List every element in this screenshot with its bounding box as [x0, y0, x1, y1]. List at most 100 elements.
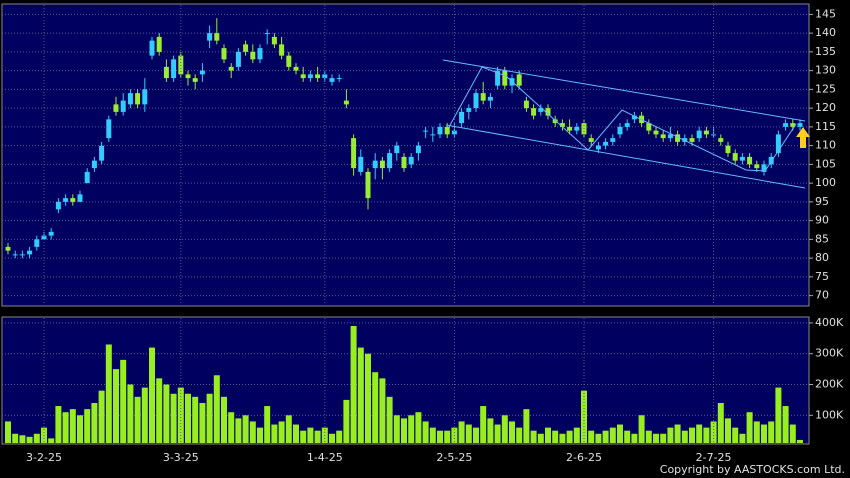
- x-tick-label: 1-4-25: [307, 451, 343, 464]
- y-tick-label: 130: [815, 64, 836, 77]
- candle-body: [63, 198, 69, 202]
- volume-bar: [645, 430, 652, 443]
- candle-body: [271, 36, 277, 45]
- volume-bar: [444, 430, 451, 443]
- candle-body: [192, 78, 198, 82]
- volume-bar: [98, 390, 105, 443]
- candle-body: [603, 141, 609, 146]
- volume-bar: [746, 412, 753, 443]
- volume-bar: [12, 433, 19, 443]
- candle-body: [171, 59, 177, 79]
- y-tick-label: 300K: [815, 347, 844, 360]
- volume-bar: [487, 418, 494, 443]
- y-tick-label: 200K: [815, 378, 844, 391]
- volume-bar: [573, 427, 580, 443]
- candle-body: [430, 134, 436, 136]
- volume-bar: [437, 430, 443, 443]
- candle-body: [423, 130, 429, 132]
- candle-body: [149, 40, 155, 56]
- volume-bar: [523, 409, 530, 443]
- candle-body: [473, 93, 479, 109]
- volume-bar: [631, 433, 638, 443]
- volume-bar: [185, 393, 191, 443]
- candle-body: [55, 201, 61, 210]
- volume-bar: [77, 415, 83, 443]
- volume-bar: [336, 430, 343, 443]
- y-tick-label: 135: [815, 45, 836, 58]
- y-tick-label: 125: [815, 82, 836, 95]
- volume-bar: [609, 427, 616, 443]
- candle-body: [703, 130, 709, 135]
- volume-bar: [494, 424, 501, 443]
- candle-body: [48, 231, 54, 236]
- candle-body: [545, 108, 551, 116]
- volume-bar: [33, 433, 40, 443]
- candle-body: [595, 145, 601, 150]
- candle-body: [667, 134, 673, 139]
- volume-bar: [473, 427, 479, 443]
- volume-bar: [588, 430, 595, 443]
- candle-body: [19, 254, 25, 256]
- volume-bar: [617, 424, 623, 443]
- volume-bar: [667, 427, 674, 443]
- candle-body: [631, 115, 637, 120]
- volume-bar: [516, 427, 523, 443]
- candle-body: [84, 171, 90, 184]
- x-tick-label: 3-2-25: [26, 451, 62, 464]
- candle-body: [286, 55, 292, 67]
- candle-body: [307, 74, 313, 79]
- volume-bar: [170, 393, 177, 443]
- volume-bar: [595, 433, 602, 443]
- candle-body: [207, 33, 213, 41]
- volume-bar: [149, 347, 155, 443]
- volume-bar: [509, 421, 515, 443]
- x-tick-label: 2-6-25: [566, 451, 602, 464]
- volume-bar: [689, 427, 695, 443]
- arrow: [796, 127, 810, 148]
- candle-body: [451, 130, 457, 135]
- volume-bar: [343, 399, 350, 443]
- candle-body: [617, 126, 623, 135]
- candle-body: [135, 93, 141, 105]
- volume-bar: [379, 378, 386, 443]
- y-tick-label: 145: [815, 7, 836, 20]
- volume-bar: [213, 375, 220, 443]
- volume-bar: [249, 421, 256, 443]
- volume-bar: [199, 402, 206, 443]
- candle-body: [610, 138, 616, 142]
- volume-bar: [192, 396, 199, 443]
- volume-bar: [660, 433, 667, 443]
- candle-body: [523, 100, 529, 109]
- candle-body: [567, 126, 573, 131]
- candle-body: [783, 123, 789, 127]
- candle-body: [106, 119, 112, 139]
- y-tick-label: 120: [815, 101, 836, 114]
- candle-body: [329, 78, 335, 82]
- volume-bar: [401, 418, 407, 443]
- candle-body: [127, 93, 133, 105]
- volume-bar: [113, 369, 119, 443]
- volume-bar: [5, 421, 11, 443]
- volume-bar: [408, 415, 415, 443]
- candle-body: [552, 119, 558, 124]
- volume-bar: [674, 424, 681, 443]
- volume-bar: [422, 421, 429, 443]
- volume-bar: [357, 347, 364, 443]
- volume-bar: [393, 415, 400, 443]
- y-tick-label: 140: [815, 26, 836, 39]
- candle-body: [120, 100, 126, 112]
- volume-bar: [624, 430, 631, 443]
- volume-bar: [365, 353, 371, 443]
- candle-body: [12, 254, 18, 256]
- y-tick-label: 95: [815, 195, 829, 208]
- candle-body: [336, 78, 342, 80]
- volume-bar: [62, 412, 69, 443]
- volume-bar: [26, 436, 33, 443]
- volume-bar: [429, 427, 436, 443]
- candle-body: [351, 138, 357, 169]
- volume-bar: [602, 430, 609, 443]
- candle-body: [235, 51, 241, 67]
- candle-body: [365, 171, 371, 199]
- volume-bar: [782, 406, 789, 443]
